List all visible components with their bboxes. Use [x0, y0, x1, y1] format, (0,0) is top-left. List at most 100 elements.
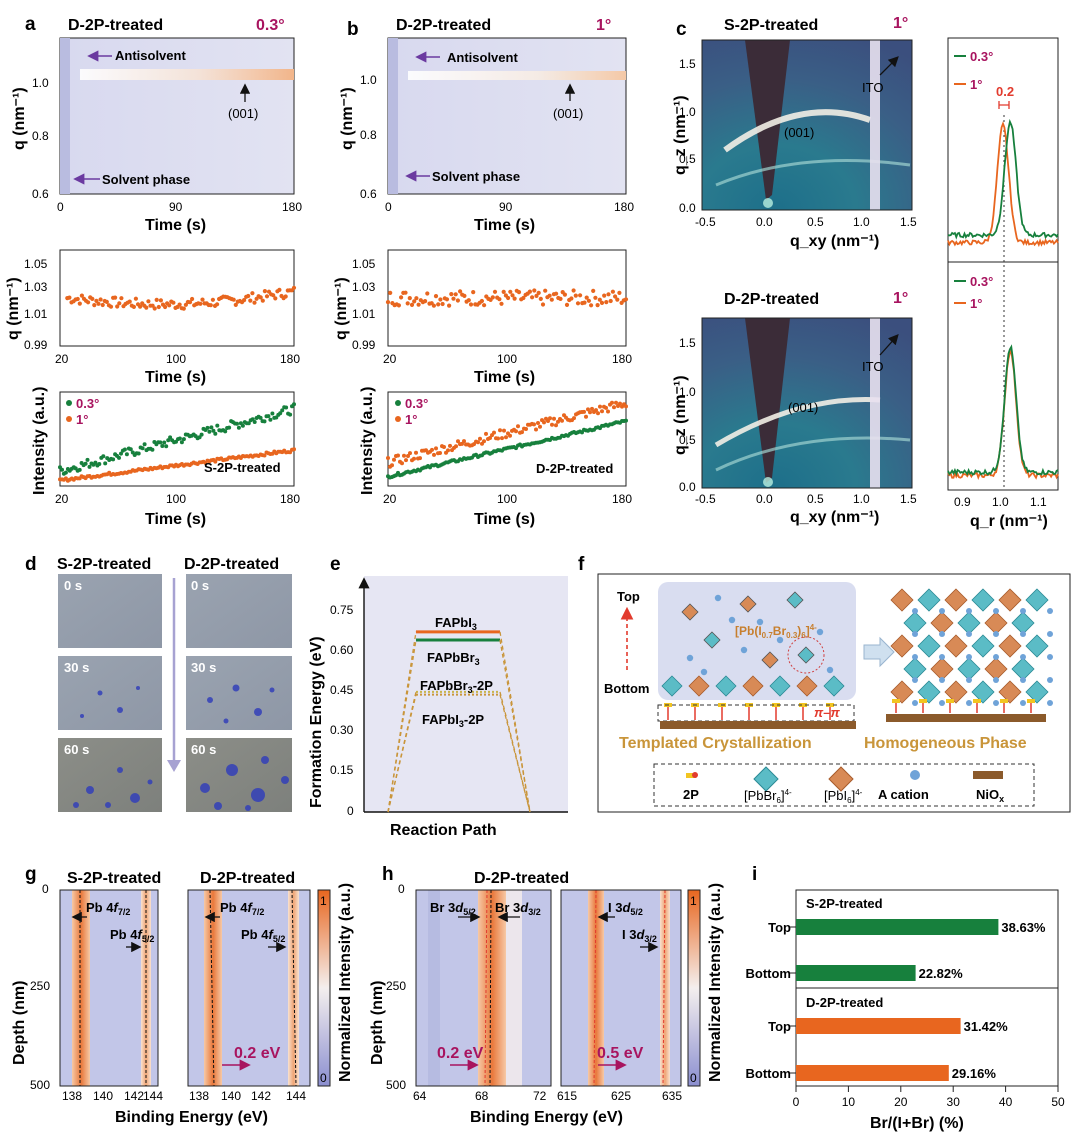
q-data-point: [200, 297, 205, 302]
intensity-data-point: [83, 461, 88, 466]
2p-head: [892, 699, 900, 703]
intensity-data-point: [442, 445, 446, 449]
q-data-point: [100, 302, 105, 308]
xtick: 140: [221, 1089, 241, 1103]
q-data-point: [438, 297, 443, 302]
crystal-nucleus: [147, 779, 153, 785]
highlight-circle: [787, 636, 825, 674]
crystal-nucleus: [117, 707, 123, 713]
xps-map-br-frame: [415, 889, 552, 1087]
x-axis-label: Time (s): [474, 511, 535, 528]
xtick: 180: [614, 200, 634, 214]
intensity-data-point: [446, 448, 450, 453]
q-data-point: [536, 290, 541, 295]
bottom-label: Bottom: [604, 681, 650, 696]
intensity-data-point: [140, 446, 145, 451]
intensity-data-point: [476, 440, 480, 445]
panel-a-label: a: [25, 14, 36, 35]
bar: [796, 965, 916, 981]
ito-arrow: [879, 56, 899, 76]
bar-chart-ticks: S-2P-treated Top Bottom D-2P-treated Top Bott…: [746, 896, 1065, 1109]
shift-label: 0.2: [996, 84, 1014, 99]
solution-cloud: [658, 582, 856, 700]
a-cation: [912, 700, 918, 706]
intensity-data-point: [496, 436, 500, 441]
panel-b-map: [387, 37, 627, 195]
q-data-point: [573, 293, 578, 298]
bar-category-label: Bottom: [746, 966, 792, 981]
panel-d: d S-2P-treated D-2P-treated 0 s 0 s 30 s…: [25, 554, 292, 812]
legend-2p-dot: [692, 772, 698, 778]
xtick: 0: [57, 200, 64, 214]
a-cation: [912, 677, 918, 683]
band-i52: [588, 890, 604, 1086]
intensity-data-point: [246, 421, 251, 426]
time-label: 60 s: [191, 742, 216, 757]
crystal-nucleus: [254, 708, 262, 716]
intensity-data-point: [536, 421, 540, 425]
a-cation: [1047, 608, 1053, 614]
q-data-point: [94, 298, 99, 303]
q-data-point: [562, 292, 568, 297]
q-data-point: [77, 301, 82, 306]
octahedron: [1025, 588, 1049, 612]
xtick: 180: [280, 492, 300, 506]
ytick: 500: [386, 1078, 406, 1092]
q-data-point: [530, 295, 535, 300]
profile-top-frame: [947, 37, 1059, 263]
legend-marker-orange: [66, 416, 72, 422]
panel-c-label: c: [676, 19, 687, 40]
x-axis-label: q_xy (nm⁻¹): [790, 509, 879, 526]
nio-substrate-left: [660, 721, 856, 729]
panel-c-top-title: S-2P-treated: [724, 17, 818, 34]
q-data-point: [453, 292, 458, 297]
crystal-nucleus: [117, 767, 123, 773]
band-br: [478, 890, 506, 1086]
giwaxs-top-shadow: [745, 40, 790, 200]
octahedron: [944, 588, 968, 612]
intensity-data-point: [524, 427, 528, 431]
intensity-data-point: [250, 417, 255, 422]
giwaxs-bottom-ring2: [715, 436, 911, 472]
xtick: 90: [169, 200, 183, 214]
q-data-point: [403, 290, 408, 295]
templated-structure: [661, 591, 845, 720]
bar: [796, 1065, 949, 1081]
q-data-point: [538, 296, 543, 301]
q-data-point: [181, 306, 186, 311]
group-title: D-2P-treated: [806, 995, 883, 1010]
reaction-path-left: [387, 639, 417, 813]
octahedron: [890, 680, 914, 704]
q-data-point: [510, 293, 515, 298]
q-data-point: [554, 291, 559, 296]
intensity-data-point: [122, 447, 127, 452]
q-data-point: [127, 299, 132, 304]
intensity-data-point: [262, 453, 267, 458]
xtick: 635: [662, 1089, 682, 1103]
ytick: 0.5: [679, 152, 696, 166]
panel-b-q-points: [385, 288, 629, 308]
intensity-data-point: [177, 436, 182, 441]
intensity-data-point: [392, 457, 396, 462]
q-data-point: [248, 298, 253, 303]
crystal-nucleus: [105, 802, 111, 808]
q-data-point: [131, 304, 136, 309]
intensity-data-point: [554, 423, 558, 428]
legend-pbi6: [PbI6]4-: [824, 788, 863, 805]
a-cation: [756, 618, 764, 626]
panel-b-title: D-2P-treated: [396, 17, 491, 34]
intensity-data-point: [504, 435, 508, 440]
2p-head: [799, 703, 807, 707]
xps-map-i-frame: [560, 889, 682, 1087]
q-data-point: [458, 289, 463, 294]
intensity-data-point: [63, 470, 68, 475]
intensity-data-point: [538, 424, 542, 429]
intensity-data-point: [460, 441, 464, 446]
q-data-point: [512, 296, 517, 301]
a-cation: [1047, 700, 1053, 706]
xtick: 100: [166, 492, 186, 506]
x-axis-label: q_xy (nm⁻¹): [790, 233, 879, 250]
time-label: 30 s: [191, 660, 216, 675]
q-data-point: [117, 301, 122, 306]
panel-a-map: [59, 37, 295, 195]
